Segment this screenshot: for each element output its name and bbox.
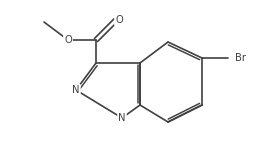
Text: O: O (64, 35, 72, 45)
Text: N: N (72, 85, 80, 95)
Text: O: O (115, 15, 123, 25)
Text: N: N (118, 113, 126, 123)
Text: O: O (115, 15, 123, 25)
Text: O: O (64, 35, 72, 45)
Text: Br: Br (235, 53, 245, 63)
Text: Br: Br (235, 53, 245, 63)
Text: N: N (118, 113, 126, 123)
Text: N: N (72, 85, 80, 95)
